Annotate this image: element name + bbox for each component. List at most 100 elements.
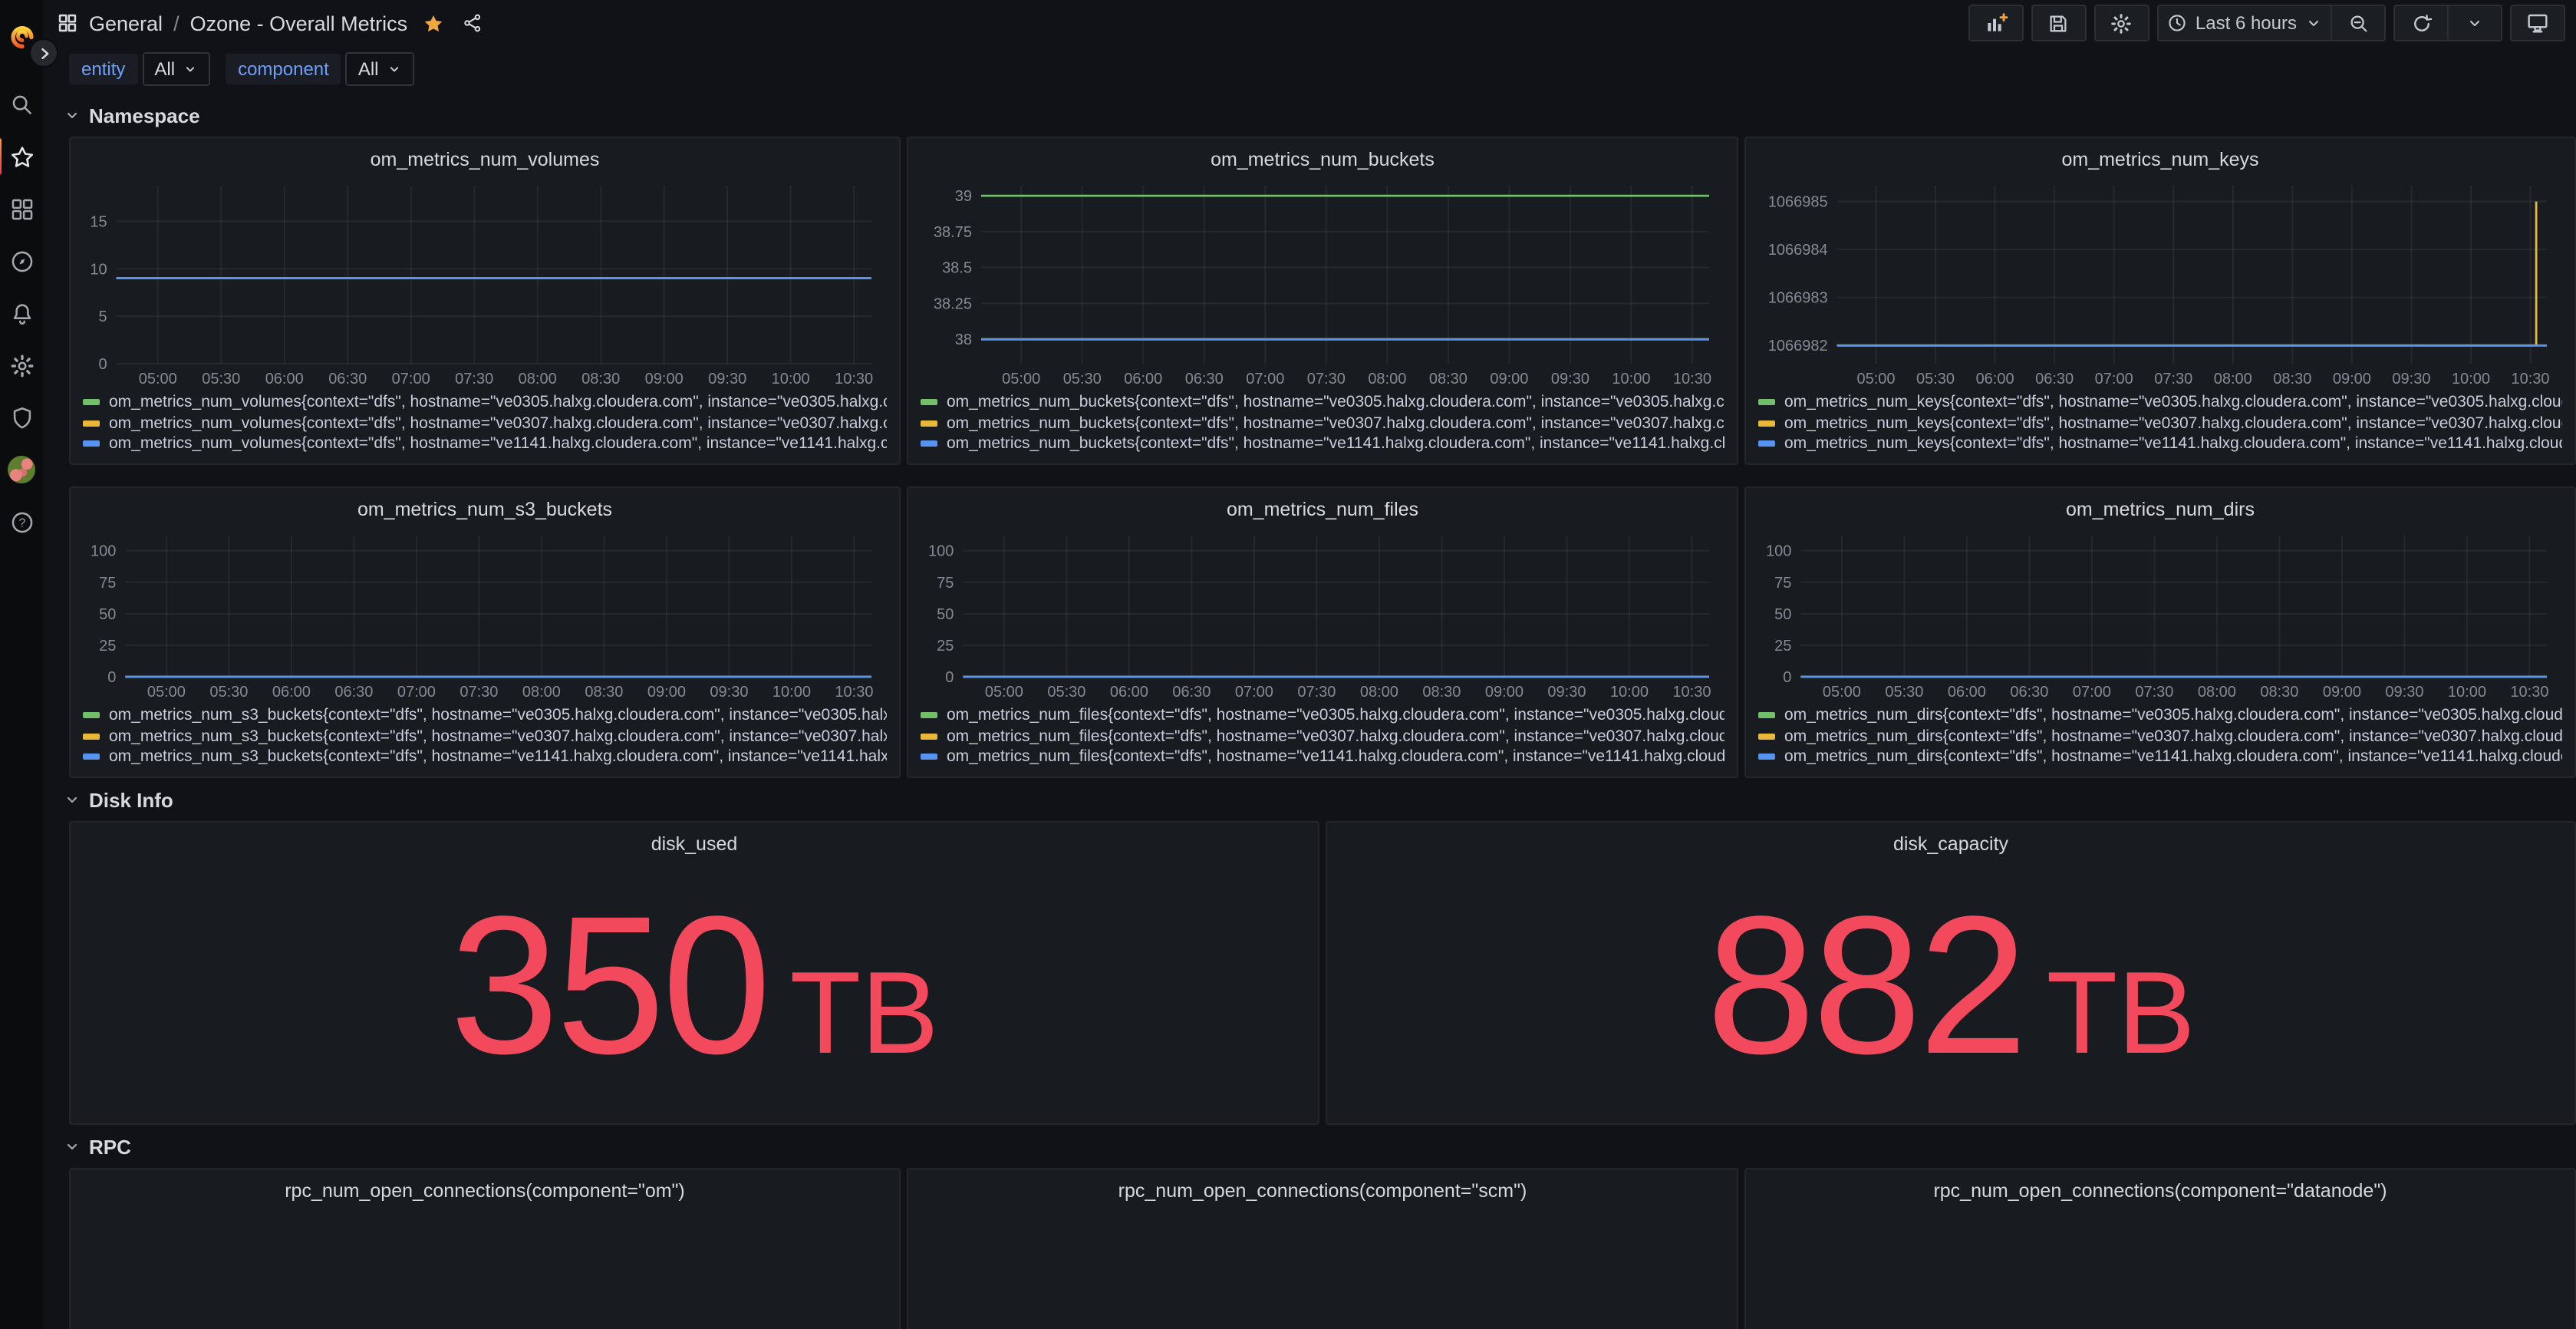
legend-item[interactable]: om_metrics_num_s3_buckets{context="dfs",… <box>83 705 887 726</box>
alerting-bell-icon[interactable] <box>6 298 37 328</box>
row-header-rpc[interactable]: RPC <box>63 1131 2576 1162</box>
panel-title[interactable]: disk_used <box>651 833 738 855</box>
time-series-plot[interactable]: 05:00 05:30 06:00 06:30 07:00 07:30 08:00 08:30… <box>1758 525 2562 702</box>
svg-text:1066983: 1066983 <box>1768 290 1828 307</box>
svg-text:10: 10 <box>90 261 107 278</box>
legend-item[interactable]: om_metrics_num_keys{context="dfs", hostn… <box>1758 434 2562 454</box>
dashboards-icon[interactable] <box>6 193 37 224</box>
chart-plot[interactable]: 05:00 05:30 06:00 06:30 07:00 07:30 08:00 08:30… <box>921 175 1724 390</box>
series-color-marker <box>1758 420 1775 427</box>
empty-panel-body[interactable] <box>83 1206 887 1329</box>
kiosk-mode-button[interactable] <box>2510 5 2565 41</box>
panel-om-metrics-num-s3-buckets: om_metrics_num_s3_buckets 05:00 05:30 06:00… <box>69 486 901 778</box>
legend-item[interactable]: om_metrics_num_s3_buckets{context="dfs",… <box>83 747 887 767</box>
legend-item[interactable]: om_metrics_num_s3_buckets{context="dfs",… <box>83 726 887 747</box>
legend-item[interactable]: om_metrics_num_volumes{context="dfs", ho… <box>83 392 887 413</box>
configuration-gear-icon[interactable] <box>6 350 37 381</box>
breadcrumb-section[interactable]: General <box>89 12 163 35</box>
panel-title[interactable]: rpc_num_open_connections(component="scm"… <box>1118 1180 1527 1202</box>
panel-title[interactable]: rpc_num_open_connections(component="om") <box>285 1180 685 1202</box>
dashboard-settings-button[interactable] <box>2093 5 2149 41</box>
time-series-plot[interactable]: 05:00 05:30 06:00 06:30 07:00 07:30 08:00 08:30… <box>83 175 887 389</box>
share-icon[interactable] <box>461 12 483 34</box>
panel-om-metrics-num-files: om_metrics_num_files 05:00 05:30 06:00 06:30… <box>907 486 1738 778</box>
panel-title[interactable]: om_metrics_num_s3_buckets <box>357 499 613 520</box>
avatar-image <box>8 456 35 483</box>
legend-item[interactable]: om_metrics_num_dirs{context="dfs", hostn… <box>1758 726 2562 747</box>
refresh-button[interactable] <box>2393 5 2449 41</box>
starred-dashboards-icon[interactable] <box>0 138 37 175</box>
row-header-namespace[interactable]: Namespace <box>63 100 2576 130</box>
legend-item[interactable]: om_metrics_num_dirs{context="dfs", hostn… <box>1758 747 2562 767</box>
chart-plot[interactable]: 05:00 05:30 06:00 06:30 07:00 07:30 08:00 08:30… <box>83 525 887 703</box>
time-range-picker[interactable]: Last 6 hours <box>2156 5 2332 41</box>
legend-item[interactable]: om_metrics_num_buckets{context="dfs", ho… <box>921 434 1724 454</box>
legend-item[interactable]: om_metrics_num_files{context="dfs", host… <box>921 705 1724 726</box>
empty-panel-body[interactable] <box>1758 1206 2562 1329</box>
explore-compass-icon[interactable] <box>6 246 37 276</box>
panel-title[interactable]: om_metrics_num_buckets <box>1211 149 1435 170</box>
grafana-logo-icon[interactable] <box>6 20 37 51</box>
svg-text:07:00: 07:00 <box>397 684 436 701</box>
svg-text:09:00: 09:00 <box>645 371 684 387</box>
zoom-out-time-button[interactable] <box>2332 5 2386 41</box>
save-dashboard-button[interactable] <box>2031 5 2087 41</box>
time-series-plot[interactable]: 05:00 05:30 06:00 06:30 07:00 07:30 08:00 08:30… <box>921 175 1724 389</box>
legend-item[interactable]: om_metrics_num_dirs{context="dfs", hostn… <box>1758 705 2562 726</box>
panel-title[interactable]: om_metrics_num_keys <box>2061 149 2259 170</box>
legend-item[interactable]: om_metrics_num_keys{context="dfs", hostn… <box>1758 392 2562 413</box>
apps-grid-icon <box>57 12 78 34</box>
legend-item[interactable]: om_metrics_num_buckets{context="dfs", ho… <box>921 413 1724 434</box>
series-color-marker <box>921 440 937 447</box>
svg-text:05:00: 05:00 <box>1002 371 1040 387</box>
series-color-marker <box>1758 440 1775 447</box>
panel-title[interactable]: om_metrics_num_dirs <box>2066 499 2255 520</box>
sidebar-expand-button[interactable] <box>31 40 57 66</box>
variable-entity-label[interactable]: entity <box>69 54 138 84</box>
add-panel-button[interactable] <box>1968 5 2024 41</box>
series-color-marker <box>1758 712 1775 719</box>
panel-title[interactable]: om_metrics_num_files <box>1226 499 1419 520</box>
legend-item[interactable]: om_metrics_num_keys{context="dfs", hostn… <box>1758 413 2562 434</box>
svg-text:08:00: 08:00 <box>522 684 561 701</box>
server-admin-shield-icon[interactable] <box>6 402 37 433</box>
svg-text:5: 5 <box>98 308 107 325</box>
legend-item[interactable]: om_metrics_num_files{context="dfs", host… <box>921 747 1724 767</box>
chart-plot[interactable]: 05:00 05:30 06:00 06:30 07:00 07:30 08:00 08:30… <box>83 175 887 390</box>
svg-text:08:30: 08:30 <box>1429 371 1468 387</box>
variable-component-label[interactable]: component <box>226 54 341 84</box>
chart-plot[interactable]: 05:00 05:30 06:00 06:30 07:00 07:30 08:00 08:30… <box>1758 175 2562 390</box>
panel-title[interactable]: rpc_num_open_connections(component="data… <box>1933 1180 2387 1202</box>
panel-title[interactable]: om_metrics_num_volumes <box>370 149 600 170</box>
row-header-disk-info[interactable]: Disk Info <box>63 784 2576 815</box>
help-icon[interactable]: ? <box>6 506 37 537</box>
svg-text:07:30: 07:30 <box>460 684 498 701</box>
chart-plot[interactable]: 05:00 05:30 06:00 06:30 07:00 07:30 08:00 08:30… <box>1758 525 2562 703</box>
search-icon[interactable] <box>6 89 37 120</box>
series-label: om_metrics_num_s3_buckets{context="dfs",… <box>109 727 887 746</box>
time-series-plot[interactable]: 05:00 05:30 06:00 06:30 07:00 07:30 08:00 08:30… <box>921 525 1724 702</box>
legend-item[interactable]: om_metrics_num_files{context="dfs", host… <box>921 726 1724 747</box>
svg-text:06:30: 06:30 <box>2010 684 2048 701</box>
empty-panel-body[interactable] <box>921 1206 1724 1329</box>
time-series-plot[interactable]: 05:00 05:30 06:00 06:30 07:00 07:30 08:00 08:30… <box>83 525 887 702</box>
legend-item[interactable]: om_metrics_num_volumes{context="dfs", ho… <box>83 434 887 454</box>
user-avatar[interactable] <box>6 454 37 485</box>
svg-text:1066982: 1066982 <box>1768 338 1828 355</box>
refresh-interval-dropdown[interactable] <box>2449 5 2502 41</box>
chart-plot[interactable]: 05:00 05:30 06:00 06:30 07:00 07:30 08:00 08:30… <box>921 525 1724 703</box>
time-series-plot[interactable]: 05:00 05:30 06:00 06:30 07:00 07:30 08:00 08:30… <box>1758 175 2562 389</box>
legend-item[interactable]: om_metrics_num_volumes{context="dfs", ho… <box>83 413 887 434</box>
chevron-down-icon <box>390 67 398 72</box>
svg-text:07:30: 07:30 <box>1307 371 1346 387</box>
page-title[interactable]: Ozone - Overall Metrics <box>189 12 408 35</box>
panel-title[interactable]: disk_capacity <box>1892 833 2009 855</box>
variable-entity-value[interactable]: All <box>142 52 211 86</box>
legend-item[interactable]: om_metrics_num_buckets{context="dfs", ho… <box>921 392 1724 413</box>
favorite-star-icon[interactable] <box>421 12 444 35</box>
svg-text:0: 0 <box>107 669 116 686</box>
series-color-marker <box>83 733 100 740</box>
template-variables: entity All component All <box>43 46 2576 97</box>
variable-component-value[interactable]: All <box>345 52 414 86</box>
series-color-marker <box>921 754 937 760</box>
